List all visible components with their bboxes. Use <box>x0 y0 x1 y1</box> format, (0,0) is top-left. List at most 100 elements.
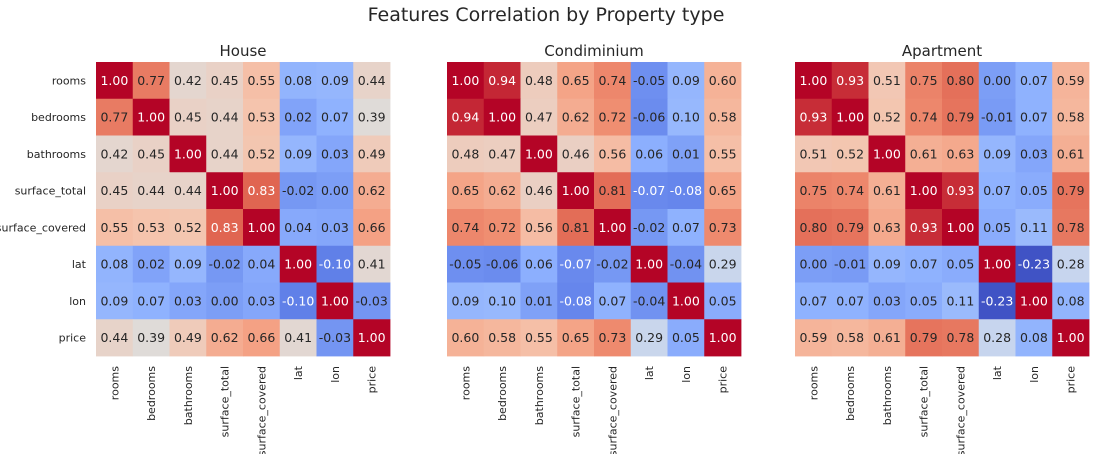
cell-value-label: 0.45 <box>100 183 128 198</box>
row-tick-label: surface_total <box>15 185 86 198</box>
cell-value-label: 0.03 <box>873 293 901 308</box>
cell-value-label: 0.74 <box>598 73 626 88</box>
cell-value-label: 0.65 <box>451 183 479 198</box>
cell-value-label: 0.77 <box>137 73 165 88</box>
heatmap-cell <box>594 319 632 357</box>
cell-value-label: 0.73 <box>709 220 737 235</box>
row-tick-label: lon <box>69 295 86 308</box>
cell-value-label: 0.04 <box>247 257 275 272</box>
cell-value-label: 0.55 <box>247 73 275 88</box>
cell-value-label: 0.65 <box>562 330 590 345</box>
heatmap-cell <box>667 172 705 210</box>
heatmap-cell <box>447 135 485 173</box>
cell-value-label: 0.94 <box>488 73 516 88</box>
heatmap-cell <box>905 245 943 283</box>
cell-value-label: 0.56 <box>598 146 626 161</box>
panel-title: Condiminium <box>544 42 643 60</box>
cell-value-label: 0.60 <box>451 330 479 345</box>
heatmap-cell <box>483 319 521 357</box>
heatmap-cell <box>279 62 317 100</box>
cell-value-label: 1.00 <box>174 146 202 161</box>
heatmap-cell <box>667 135 705 173</box>
heatmap-cell <box>447 319 485 357</box>
heatmap-cell <box>447 98 485 136</box>
cell-value-label: 0.07 <box>598 293 626 308</box>
cell-value-label: 0.28 <box>1057 257 1085 272</box>
heatmap-cell <box>704 282 742 320</box>
heatmap-cell <box>630 282 668 320</box>
cell-value-label: 0.09 <box>983 146 1011 161</box>
heatmap-cell <box>520 282 558 320</box>
heatmap-cell <box>206 98 244 136</box>
cell-value-label: 0.07 <box>1020 110 1048 125</box>
heatmap-cell <box>243 319 281 357</box>
cell-value-label: 1.00 <box>983 257 1011 272</box>
heatmap-cell <box>447 172 485 210</box>
row-tick-label: bathrooms <box>27 148 86 161</box>
heatmap-cell <box>978 62 1016 100</box>
column-tick-label: surface_total <box>918 366 931 437</box>
heatmap-cell <box>353 319 391 357</box>
heatmap-cell <box>704 209 742 247</box>
heatmap-cell <box>96 135 134 173</box>
cell-value-label: 0.58 <box>488 330 516 345</box>
heatmap-cell <box>1052 62 1090 100</box>
heatmap-cell <box>557 319 595 357</box>
cell-value-label: 0.83 <box>247 183 275 198</box>
cell-value-label: 0.93 <box>946 183 974 198</box>
column-tick-label: price <box>1065 366 1078 394</box>
cell-value-label: 0.07 <box>983 183 1011 198</box>
heatmap-cell <box>243 172 281 210</box>
cell-value-label: 0.39 <box>358 110 386 125</box>
heatmap-cell <box>483 282 521 320</box>
heatmap-cell <box>630 135 668 173</box>
heatmap-cell <box>868 135 906 173</box>
heatmap-cell <box>704 98 742 136</box>
cell-value-label: 0.80 <box>799 220 827 235</box>
heatmap-cell <box>868 209 906 247</box>
heatmap-cell <box>704 172 742 210</box>
heatmap-cell <box>795 319 833 357</box>
heatmap-cell <box>483 135 521 173</box>
column-tick-label: bedrooms <box>145 366 158 421</box>
heatmap-cell <box>483 209 521 247</box>
cell-value-label: -0.04 <box>633 293 665 308</box>
heatmap-cell <box>206 282 244 320</box>
heatmap-cell <box>831 245 869 283</box>
cell-value-label: 0.61 <box>1057 146 1085 161</box>
panel-title: House <box>219 42 266 60</box>
heatmap-cell <box>630 98 668 136</box>
heatmap-panels: House 1.00 0.77 0.42 0.45 0.55 0.08 0.09 0.44 0.7… <box>0 42 1090 454</box>
heatmap-cell <box>942 98 980 136</box>
heatmap-cell <box>243 209 281 247</box>
cell-value-label: 0.11 <box>1020 220 1048 235</box>
cell-value-label: 1.00 <box>910 183 938 198</box>
cell-value-label: 1.00 <box>1020 293 1048 308</box>
column-tick-label: lat <box>991 365 1004 380</box>
heatmap-cell <box>942 209 980 247</box>
cell-value-label: 0.06 <box>635 146 663 161</box>
heatmap-cell <box>1052 98 1090 136</box>
cell-value-label: 0.07 <box>137 293 165 308</box>
heatmap-cell <box>557 172 595 210</box>
heatmap-cell <box>1015 245 1053 283</box>
column-tick-label: surface_covered <box>606 366 619 454</box>
cell-value-label: 0.10 <box>672 110 700 125</box>
cell-value-label: 0.42 <box>100 146 128 161</box>
heatmap-cell <box>594 98 632 136</box>
heatmap-cell <box>978 209 1016 247</box>
cell-value-label: -0.05 <box>449 257 481 272</box>
column-tick-label: surface_covered <box>954 366 967 454</box>
heatmap-cell <box>520 319 558 357</box>
heatmap-cell <box>279 245 317 283</box>
column-tick-label: surface_total <box>570 366 583 437</box>
cell-value-label: -0.02 <box>633 220 665 235</box>
column-tick-label: bathrooms <box>182 366 195 425</box>
heatmap-cell <box>1052 172 1090 210</box>
cell-value-label: 1.00 <box>799 73 827 88</box>
heatmap-cell <box>96 62 134 100</box>
column-tick-label: bathrooms <box>881 366 894 425</box>
heatmap-cell <box>132 282 170 320</box>
heatmap-cell <box>169 319 207 357</box>
cell-value-label: 0.58 <box>709 110 737 125</box>
